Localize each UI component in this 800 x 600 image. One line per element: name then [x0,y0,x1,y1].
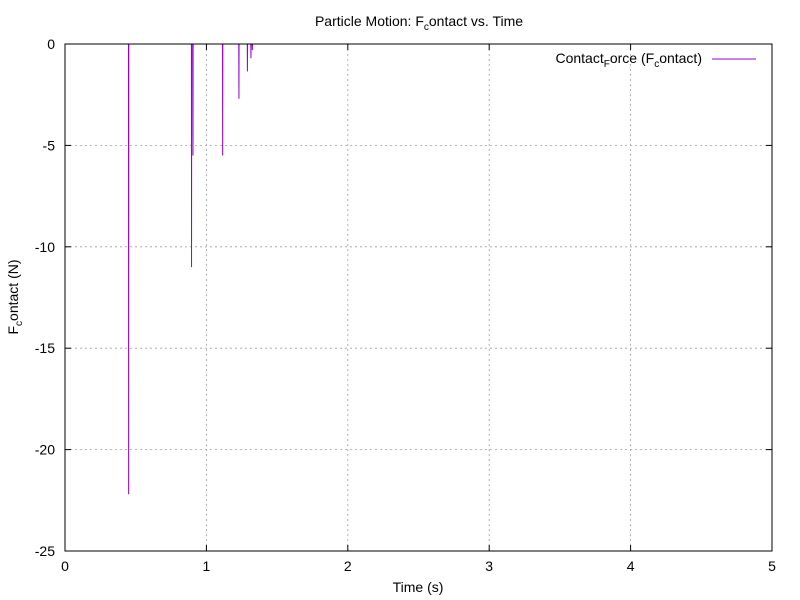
x-tick-label: 5 [768,558,776,574]
y-tick-label: -10 [35,239,55,255]
series-line [65,43,772,495]
tick-marks [64,43,773,552]
y-tick-label: -15 [35,340,55,356]
y-tick-label: -20 [35,442,55,458]
series-layer [65,43,772,495]
x-axis-label: Time (s) [393,579,444,595]
x-tick-labels: 0 1 2 3 4 5 [61,558,776,574]
y-axis-label: Fcontact (N) [5,259,25,334]
y-tick-label: -5 [43,137,56,153]
x-tick-label: 3 [485,558,493,574]
legend: ContactForce (Fcontact) [555,50,756,70]
plot-frame [64,43,773,552]
y-tick-label: -25 [35,543,55,559]
x-tick-label: 0 [61,558,69,574]
x-tick-label: 1 [203,558,211,574]
legend-entry-label: ContactForce (Fcontact) [555,50,702,70]
x-tick-label: 2 [344,558,352,574]
chart-title: Particle Motion: Fcontact vs. Time [315,13,523,33]
y-tick-labels: 0 -5 -10 -15 -20 -25 [35,36,55,559]
grid-lines [65,44,772,551]
y-tick-label: 0 [47,36,55,52]
x-tick-label: 4 [627,558,635,574]
